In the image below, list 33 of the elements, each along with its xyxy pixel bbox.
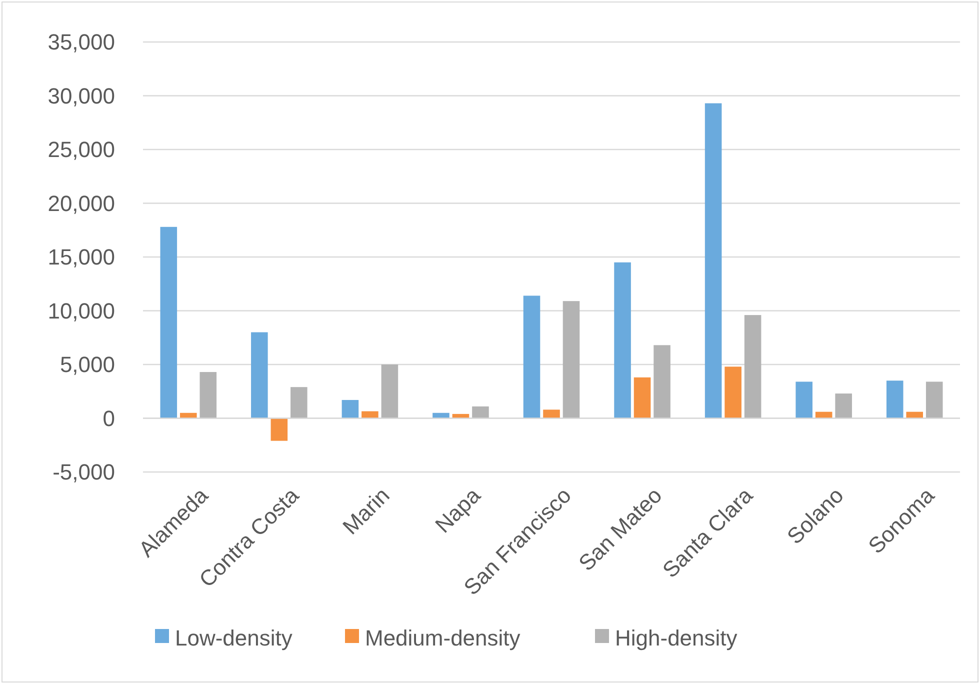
- bar: [270, 418, 288, 441]
- bar: [251, 332, 268, 418]
- bar: [704, 103, 722, 418]
- legend-label: Medium-density: [365, 626, 520, 651]
- y-tick-label: 0: [102, 406, 115, 431]
- bar: [472, 406, 489, 418]
- bar: [614, 262, 631, 418]
- y-tick-label: 35,000: [48, 30, 115, 55]
- bar: [342, 400, 359, 418]
- y-tick-label: 15,000: [48, 244, 115, 270]
- bar: [724, 366, 742, 418]
- bar: [654, 345, 670, 418]
- bar: [926, 382, 943, 418]
- bar: [543, 410, 560, 418]
- bar: [634, 377, 651, 418]
- y-tick-label: 25,000: [48, 137, 115, 162]
- y-tick-label: 20,000: [48, 190, 115, 216]
- y-tick-label: 10,000: [48, 298, 115, 324]
- bar: [744, 315, 762, 418]
- bar: [886, 380, 904, 418]
- bar: [200, 372, 217, 418]
- bar: [523, 296, 540, 418]
- legend-label: Low-density: [175, 626, 292, 651]
- bar: [290, 387, 308, 418]
- y-tick-label: -5,000: [52, 460, 115, 485]
- bar: [562, 301, 580, 418]
- y-tick-label: 5,000: [60, 352, 115, 378]
- bar: [160, 226, 178, 418]
- bar: [835, 394, 852, 418]
- bar: [796, 382, 812, 418]
- bar: [381, 364, 398, 418]
- y-tick-label: 30,000: [48, 83, 115, 108]
- legend-label: High-density: [615, 626, 738, 651]
